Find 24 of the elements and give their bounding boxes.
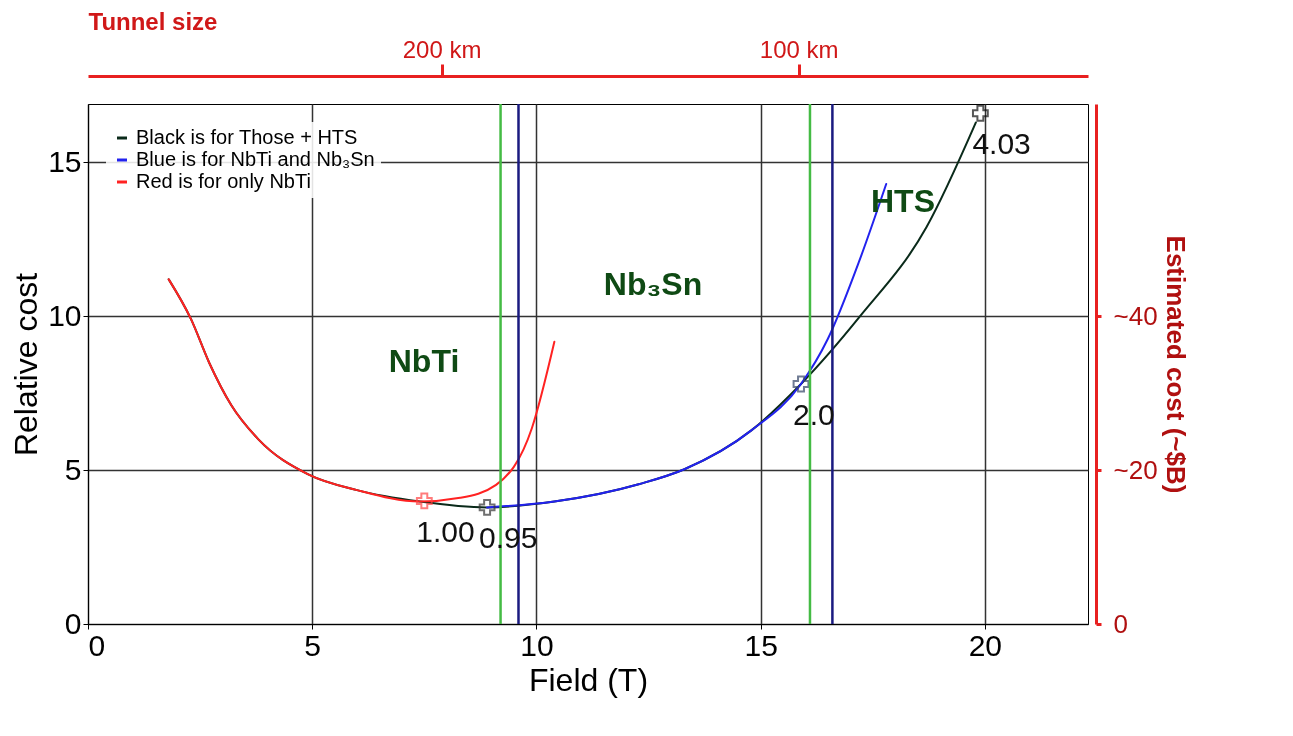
annotation: NbTi xyxy=(388,343,460,379)
x-tick-label: 10 xyxy=(520,628,554,662)
y2-tick-label: ~20 xyxy=(1113,454,1158,485)
x-tick-label: 0 xyxy=(88,628,106,662)
y2-tick-label: ~40 xyxy=(1113,300,1158,331)
x-tick-label: 5 xyxy=(304,628,322,662)
legend-label: Black is for Those + HTS xyxy=(136,126,358,148)
y-tick-label: 5 xyxy=(64,452,82,486)
annotation: Nb₃Sn xyxy=(603,266,703,302)
x-axis-title: Field (T) xyxy=(528,661,649,698)
legend-label: Red is for only NbTi xyxy=(136,170,311,192)
x2-tick-label: 200 km xyxy=(402,35,482,63)
x-tick-label: 15 xyxy=(744,628,778,662)
y-axis-title: Relative cost xyxy=(8,272,45,457)
y-tick-label: 15 xyxy=(48,144,82,178)
y-tick-label: 10 xyxy=(48,298,82,332)
annotation: 1.00 xyxy=(416,514,475,548)
y2-tick-label: 0 xyxy=(1113,608,1128,639)
legend-label: Blue is for NbTi and Nb₃Sn xyxy=(136,148,375,170)
x-tick-label: 20 xyxy=(968,628,1003,662)
y-tick-label: 0 xyxy=(64,606,82,640)
y2-axis-title: Estimated cost (~$B) xyxy=(1160,235,1191,494)
x2-tick-label: 100 km xyxy=(759,35,839,63)
x2-axis-title: Tunnel size xyxy=(88,7,218,35)
